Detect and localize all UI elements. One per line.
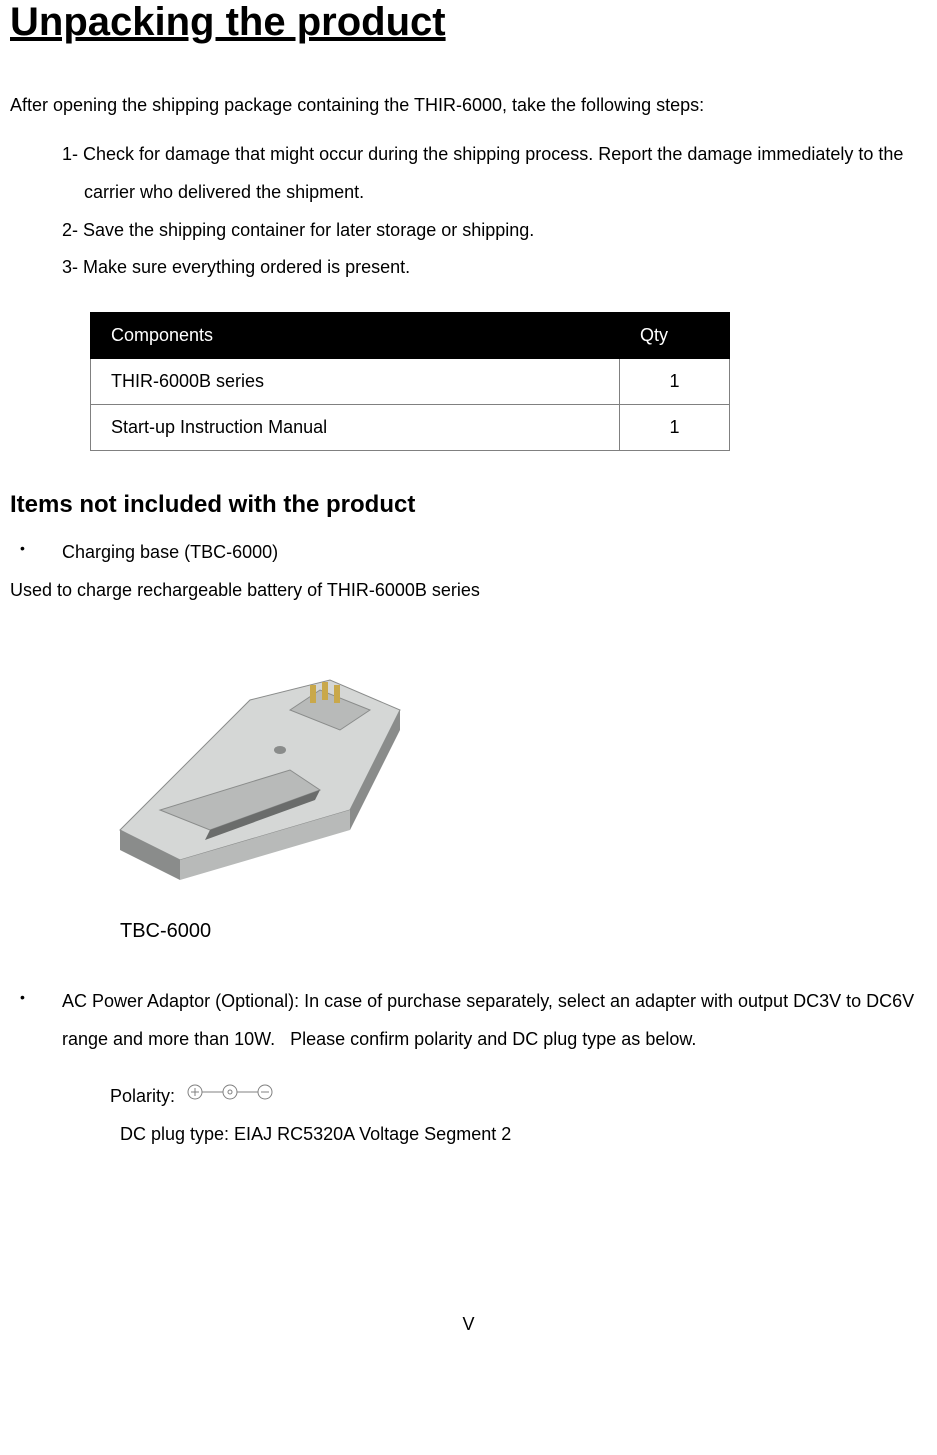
bullet-ac-adaptor: AC Power Adaptor (Optional): In case of … <box>10 983 927 1059</box>
cell-component: THIR-6000B series <box>91 359 620 405</box>
bullet-list-2: AC Power Adaptor (Optional): In case of … <box>10 983 927 1059</box>
page-title: Unpacking the product <box>10 0 927 45</box>
dc-plug-type: DC plug type: EIAJ RC5320A Voltage Segme… <box>120 1116 927 1154</box>
bullet-charging-base: Charging base (TBC-6000) <box>10 534 927 572</box>
steps-list: 1- Check for damage that might occur dur… <box>10 136 927 287</box>
step-2: 2- Save the shipping container for later… <box>62 212 927 250</box>
polarity-label: Polarity: <box>110 1078 175 1116</box>
cell-qty: 1 <box>620 359 730 405</box>
polarity-row: Polarity: <box>110 1078 927 1116</box>
charging-dock-image <box>90 630 420 910</box>
step-3: 3- Make sure everything ordered is prese… <box>62 249 927 287</box>
cell-component: Start-up Instruction Manual <box>91 405 620 451</box>
components-table-wrapper: Components Qty THIR-6000B series 1 Start… <box>90 312 927 451</box>
bullet-list: Charging base (TBC-6000) <box>10 534 927 572</box>
cell-qty: 1 <box>620 405 730 451</box>
charging-base-desc: Used to charge rechargeable battery of T… <box>10 572 927 610</box>
table-row: THIR-6000B series 1 <box>91 359 730 405</box>
polarity-symbol-icon <box>185 1078 275 1116</box>
page-number: V <box>10 1314 927 1335</box>
table-row: Start-up Instruction Manual 1 <box>91 405 730 451</box>
th-qty: Qty <box>620 313 730 359</box>
th-components: Components <box>91 313 620 359</box>
section-items-not-included: Items not included with the product <box>10 491 927 519</box>
dock-illustration <box>90 630 420 910</box>
components-table: Components Qty THIR-6000B series 1 Start… <box>90 312 730 451</box>
dock-caption: TBC-6000 <box>120 920 927 943</box>
intro-text: After opening the shipping package conta… <box>10 95 927 116</box>
step-1: 1- Check for damage that might occur dur… <box>62 136 927 212</box>
